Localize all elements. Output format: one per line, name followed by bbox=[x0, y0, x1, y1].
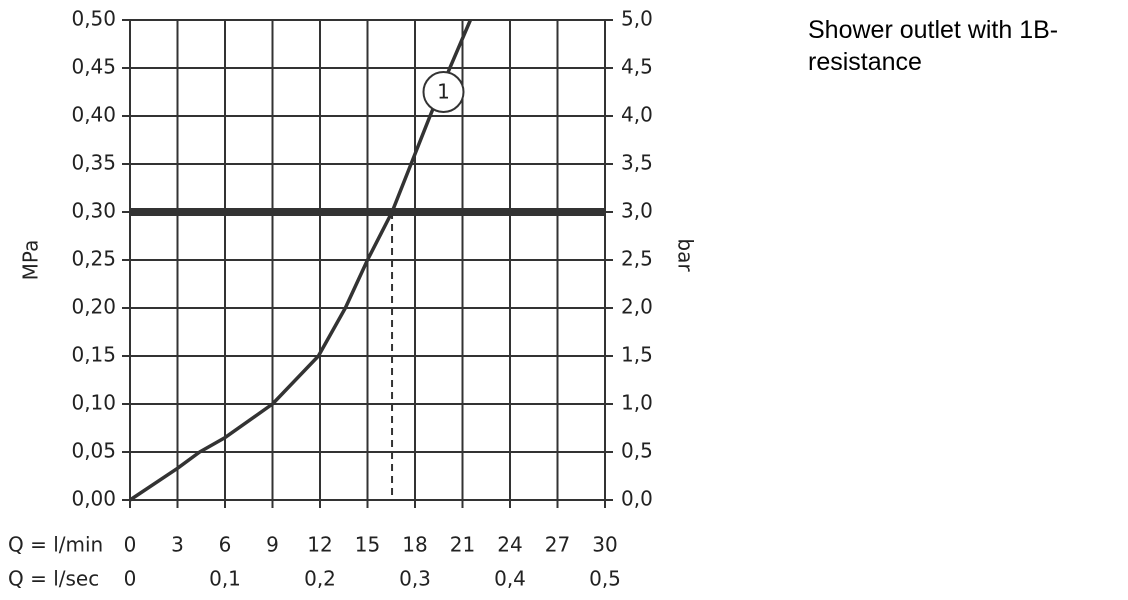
annotation-label: 1 bbox=[437, 80, 450, 104]
x2-tick-label: 0,1 bbox=[209, 567, 241, 591]
data-line bbox=[129, 19, 473, 502]
y2-tick-label: 0,5 bbox=[621, 439, 653, 463]
y-tick-label: 0,40 bbox=[71, 103, 116, 127]
y-tick-label: 0,45 bbox=[71, 55, 116, 79]
y-tick-label: 0,20 bbox=[71, 295, 116, 319]
x2-tick-label: 0,2 bbox=[304, 567, 336, 591]
x-tick-label: 24 bbox=[497, 533, 522, 557]
x-tick-label: 3 bbox=[171, 533, 184, 557]
note: Shower outlet with 1B-resistance bbox=[808, 16, 1059, 76]
y-tick-label: 0,05 bbox=[71, 439, 116, 463]
x2-tick-label: 0,3 bbox=[399, 567, 431, 591]
x2-tick-label: 0,5 bbox=[589, 567, 621, 591]
x-tick-label: 30 bbox=[592, 533, 617, 557]
y-tick-label: 0,30 bbox=[71, 199, 116, 223]
x2-tick-label: 0 bbox=[124, 567, 137, 591]
x-tick-label: 0 bbox=[124, 533, 137, 557]
y2-tick-label: 2,0 bbox=[621, 295, 653, 319]
annotation-circle bbox=[422, 71, 465, 113]
x-tick-label: 12 bbox=[307, 533, 332, 557]
y-tick-label: 0,25 bbox=[71, 247, 116, 271]
y2-tick-label: 3,5 bbox=[621, 151, 653, 175]
y2-axis-label: bar bbox=[674, 238, 698, 272]
y-tick-label: 0,35 bbox=[71, 151, 116, 175]
x2-axis-label: Q = l/sec bbox=[8, 567, 99, 591]
y2-tick-label: 1,0 bbox=[621, 391, 653, 415]
x2-tick-label: 0,4 bbox=[494, 567, 526, 591]
y2-tick-label: 0,0 bbox=[621, 487, 653, 511]
y2-tick-label: 4,5 bbox=[621, 55, 653, 79]
y-tick-label: 0,15 bbox=[71, 343, 116, 367]
x-tick-label: 21 bbox=[450, 533, 475, 557]
y-tick-label: 0,00 bbox=[71, 487, 116, 511]
x-tick-label: 6 bbox=[219, 533, 232, 557]
y-tick-label: 0,10 bbox=[71, 391, 116, 415]
x-tick-label: 15 bbox=[355, 533, 380, 557]
y2-tick-label: 4,0 bbox=[621, 103, 653, 127]
y2-tick-label: 5,0 bbox=[621, 7, 653, 31]
x-axis-label: Q = l/min bbox=[8, 533, 103, 557]
x-tick-label: 9 bbox=[266, 533, 279, 557]
y-tick-label: 0,50 bbox=[71, 7, 116, 31]
y-axis-label: MPa bbox=[19, 240, 43, 281]
chart: Q = l/min Q = l/sec MPa bar 0,000,050,10… bbox=[8, 7, 698, 591]
y2-tick-label: 1,5 bbox=[621, 343, 653, 367]
x-tick-label: 18 bbox=[402, 533, 427, 557]
x-tick-label: 27 bbox=[545, 533, 570, 557]
y2-tick-label: 2,5 bbox=[621, 247, 653, 271]
y2-tick-label: 3,0 bbox=[621, 199, 653, 223]
